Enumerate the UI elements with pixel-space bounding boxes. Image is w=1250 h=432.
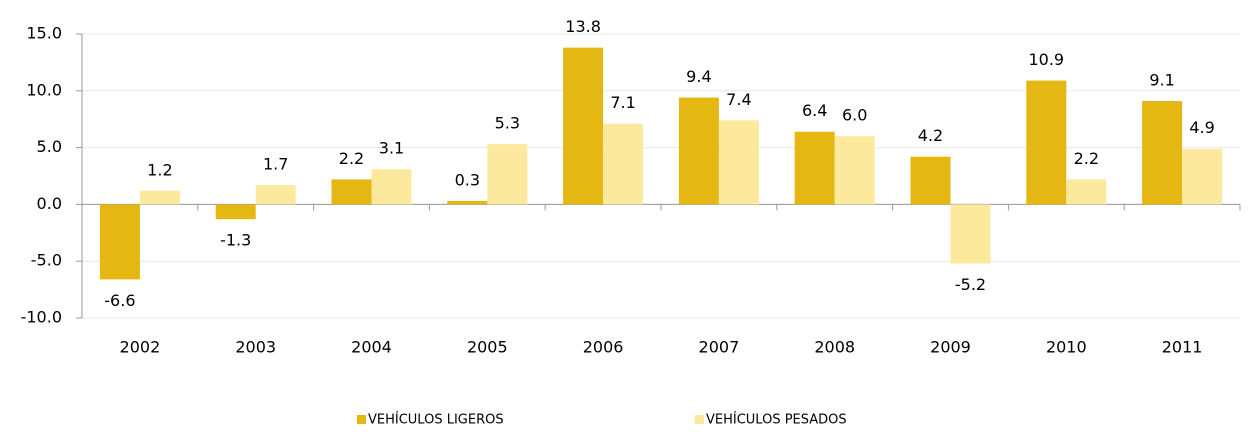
data-label: 5.3 [495,114,520,133]
y-tick-label: 15.0 [26,24,62,43]
data-label: -5.2 [955,275,986,294]
data-label: 4.9 [1189,118,1214,137]
legend-label: VEHÍCULOS PESADOS [706,412,847,428]
data-label: 2.2 [339,149,364,168]
data-label: 4.2 [918,126,943,145]
bar [331,179,372,205]
data-label: 2.2 [1074,149,1099,168]
y-tick-label: -10.0 [21,308,62,327]
data-label: 6.4 [802,101,827,120]
bar [910,156,951,205]
data-label: 6.0 [842,106,867,125]
x-tick-label: 2008 [814,338,855,357]
data-label: 7.4 [726,90,751,109]
legend-swatch [357,415,366,424]
bar [834,136,875,205]
x-tick-label: 2007 [699,338,740,357]
y-tick-label: 0.0 [37,194,62,213]
x-tick-label: 2005 [467,338,508,357]
data-label: 1.2 [147,160,172,179]
bar [563,47,604,205]
bar [950,204,991,264]
data-label: 1.7 [263,155,288,174]
bar [99,204,140,280]
data-label: 9.1 [1149,71,1174,90]
legend: VEHÍCULOS LIGEROS VEHÍCULOS PESADOS [357,412,847,428]
x-tick-label: 2010 [1046,338,1087,357]
data-label: -1.3 [220,231,251,250]
bar [447,200,488,205]
data-label: 10.9 [1028,50,1064,69]
bar [794,131,835,205]
bar [139,190,180,205]
data-label: 13.8 [565,17,601,36]
legend-swatch [695,415,704,424]
y-tick-label: 5.0 [37,137,62,156]
bar [215,204,256,220]
y-tick-label: 10.0 [26,80,62,99]
x-tick-label: 2011 [1162,338,1203,357]
bar [678,97,719,205]
bar [1142,101,1183,205]
data-label: -6.6 [104,291,135,310]
x-tick-label: 2006 [583,338,624,357]
data-label: 3.1 [379,139,404,158]
bar [1026,80,1067,205]
x-tick-label: 2002 [120,338,161,357]
data-label: 0.3 [455,170,480,189]
data-label: 9.4 [686,67,711,86]
legend-label: VEHÍCULOS LIGEROS [368,412,504,428]
data-label: 7.1 [610,93,635,112]
bar [371,169,412,205]
bar [1066,179,1107,205]
bar [1182,148,1223,205]
y-tick-label: -5.0 [31,251,62,270]
bar [603,123,644,205]
bar [718,120,759,205]
bar [255,185,296,205]
x-tick-label: 2009 [930,338,971,357]
x-tick-label: 2004 [351,338,392,357]
x-tick-label: 2003 [235,338,276,357]
bar [487,144,528,205]
